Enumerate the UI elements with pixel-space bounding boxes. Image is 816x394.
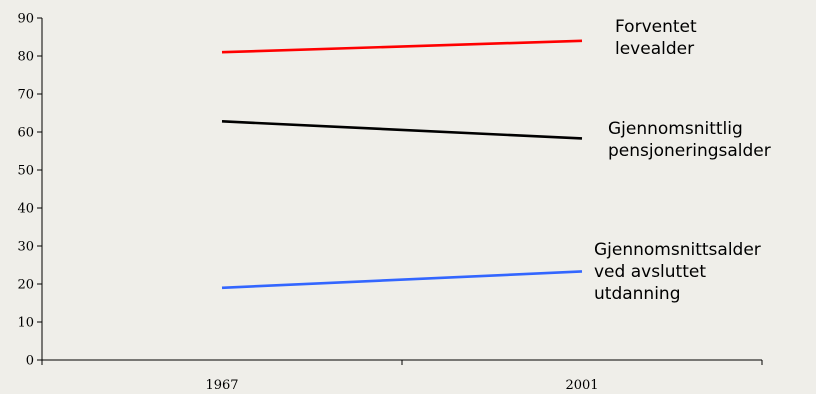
y-tick-label: 20	[17, 278, 34, 293]
x-axis-ticks: 1967 2001	[41, 360, 763, 393]
x-tick-label: 2001	[565, 378, 598, 393]
series-lines	[221, 39, 583, 290]
y-tick-label: 90	[17, 12, 34, 27]
y-tick-label: 10	[17, 316, 34, 331]
series-label-3: ved avsluttet	[594, 262, 706, 282]
series-label-3: utdanning	[594, 284, 681, 304]
series-label-2: pensjoneringsalder	[608, 141, 771, 161]
axes	[41, 18, 762, 361]
series-label-3: Gjennomsnittsalder	[594, 240, 761, 260]
series-label-1: Forventet	[615, 17, 697, 37]
y-tick-label: 30	[17, 240, 34, 255]
y-tick-label: 60	[17, 126, 34, 141]
y-axis-ticks: 0 10 20 30 40 50 60 70 80 90	[17, 12, 42, 369]
series-label-2: Gjennomsnittlig	[608, 119, 743, 139]
series-line-3	[221, 270, 583, 290]
series-line-1	[221, 39, 583, 54]
series-line-2	[221, 120, 583, 140]
y-tick-label: 0	[26, 354, 34, 369]
y-tick-label: 50	[17, 164, 34, 179]
y-tick-label: 70	[17, 88, 34, 103]
x-tick-label: 1967	[205, 378, 238, 393]
y-tick-label: 40	[17, 202, 34, 217]
series-label-1: levealder	[615, 39, 694, 59]
y-tick-label: 80	[17, 50, 34, 65]
